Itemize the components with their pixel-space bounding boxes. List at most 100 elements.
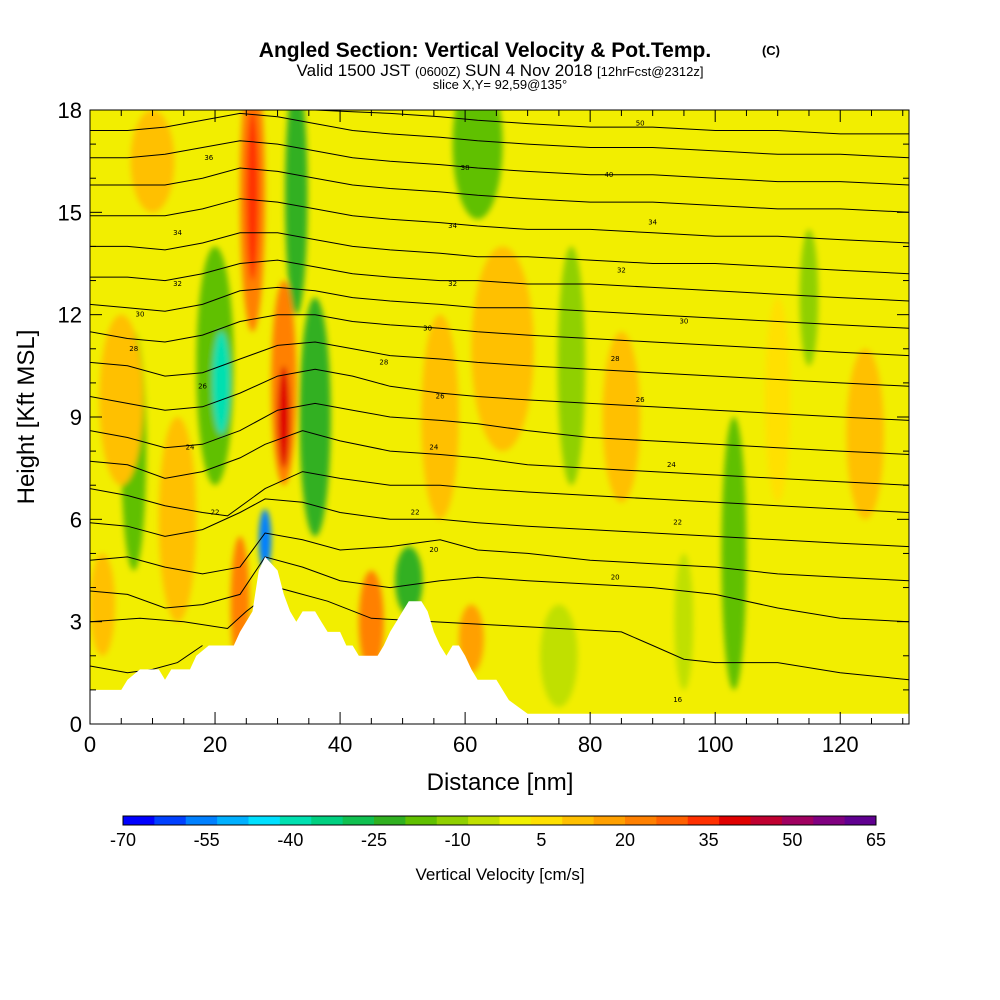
y-tick-label: 9 [70,405,82,430]
contour-label-3: 40 [604,171,613,179]
colorbar-swatch [123,816,155,825]
contour-label-4: 34 [173,229,182,237]
colorbar-swatch [248,816,281,825]
velocity-cell-6 [395,546,423,615]
theta-contour-40 [90,232,909,275]
velocity-cell-18 [158,416,197,622]
subtitle-zulu: (0600Z) [415,64,461,79]
colorbar-swatch [185,816,218,825]
chart-title: Angled Section: Vertical Velocity & Pot.… [259,39,711,62]
theta-contour-22 [90,498,909,548]
plot-area: 50 36 38 40 34 34 34 32 32 32 30 30 30 28 28 28 26 26 26 24… [90,110,909,724]
theta-contour-38 [90,259,909,302]
velocity-cell-9 [721,417,747,690]
vertical-velocity-field [90,110,884,707]
contour-label-20: 24 [429,444,438,452]
colorbar-tick-label: 50 [782,830,802,850]
velocity-cell-26 [90,553,116,656]
velocity-cell-11 [540,604,578,707]
contour-label-14: 28 [379,358,388,366]
x-tick-label: 80 [578,732,602,757]
colorbar-tick-label: -70 [110,830,136,850]
velocity-cell-21 [471,246,534,452]
contour-label-2: 38 [461,164,470,172]
colorbar-swatch [593,816,626,825]
contour-label-27: 16 [673,696,682,704]
velocity-cell-23 [602,331,641,503]
colorbar-swatch [279,816,312,825]
x-tick-label: 40 [328,732,352,757]
colorbar-swatch [468,816,500,825]
colorbar-tick-label: 20 [615,830,635,850]
theta-contour-30 [90,368,909,421]
colorbar-swatch [656,816,689,825]
colorbar-tick-label: -55 [194,830,220,850]
subtitle-date: SUN 4 Nov 2018 [465,61,593,80]
contour-label-12: 30 [679,317,688,325]
contour-label-24: 22 [673,519,682,527]
colorbar-tick-label: 5 [536,830,546,850]
colorbar: -70 -55 -40 -25 -10 5 20 35 50 65 [110,815,886,850]
theta-contours [90,110,909,681]
subtitle-valid: Valid 1500 JST [297,61,411,80]
contour-label-22: 22 [211,509,220,517]
contour-label-9: 32 [617,266,626,274]
title-units: (C) [762,43,780,58]
colorbar-swatch [217,816,249,825]
theta-contour-16 [90,587,909,681]
velocity-cell-10 [799,229,819,366]
theta-contour-44 [90,167,909,213]
colorbar-tick-label: -25 [361,830,387,850]
x-tick-label: 120 [822,732,859,757]
y-tick-label: 6 [70,507,82,532]
theta-contour-46 [90,140,909,186]
x-tick-label: 20 [203,732,227,757]
y-tick-label: 12 [58,303,82,328]
theta-contour-18 [90,556,909,623]
contour-label-7: 32 [173,280,182,288]
colorbar-swatch [342,816,375,825]
velocity-cell-27 [458,604,484,673]
x-axis-label: Distance [nm] [427,769,574,796]
contour-label-16: 26 [198,382,207,390]
colorbar-swatch [154,816,187,825]
y-tick-label: 18 [58,98,82,123]
velocity-cell-5 [258,509,272,571]
subtitle-forecast: [12hrFcst@2312z] [597,64,703,79]
terrain-mask [90,556,909,724]
colorbar-tick-label: 65 [866,830,886,850]
velocity-cell-17 [99,314,144,486]
velocity-cell-28 [130,110,175,213]
y-tick-label: 0 [70,712,82,737]
contour-label-25: 20 [429,546,438,554]
colorbar-swatch [844,816,877,825]
velocity-cell-1 [212,331,231,435]
colorbar-tick-label: -40 [277,830,303,850]
x-axis: 0 20 40 60 80 100 120 [84,110,904,757]
contour-label-8: 32 [448,280,457,288]
velocity-cell-22 [421,314,459,520]
velocity-cell-16 [277,365,291,469]
colorbar-swatch [719,816,751,825]
velocity-cell-24 [765,297,791,503]
contour-label-18: 26 [636,396,645,404]
theta-contour-28 [90,402,909,455]
contour-label-0: 50 [636,120,645,128]
y-tick-label: 15 [58,200,82,225]
colorbar-swatch [530,816,563,825]
colorbar-swatch [625,816,657,825]
theta-contour-32 [90,341,909,387]
contour-label-26: 20 [611,573,620,581]
contour-label-13: 28 [129,345,138,353]
colorbar-frame [122,815,877,826]
theta-contour-50 [315,110,909,135]
theta-contour-36 [90,286,909,329]
colorbar-swatch [562,816,595,825]
colorbar-swatch [405,816,438,825]
velocity-cell-14 [246,110,259,281]
velocity-cell-7 [452,110,503,220]
colorbar-tick-label: -10 [445,830,471,850]
colorbar-swatch [311,816,344,825]
velocity-cell-3 [299,297,331,537]
